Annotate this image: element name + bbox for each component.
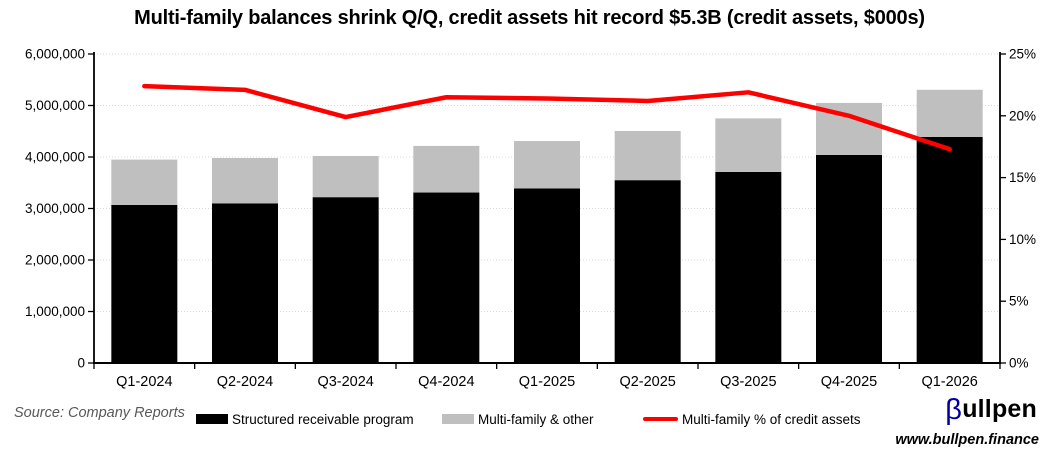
brand-name-rest: ullpen — [962, 395, 1037, 423]
bar-multifamily-Q3-2025 — [715, 118, 782, 172]
bar-multifamily-Q1-2025 — [514, 141, 580, 189]
legend-swatch-black-icon — [196, 414, 228, 424]
bar-structured-Q3-2025 — [715, 171, 782, 363]
left-axis-label: 4,000,000 — [25, 150, 85, 165]
left-axis-label: 0 — [77, 356, 85, 371]
bar-structured-Q2-2024 — [212, 203, 278, 363]
brand-logo: βullpen — [945, 394, 1037, 427]
legend-item-pct-line: Multi-family % of credit assets — [643, 410, 861, 428]
x-axis-label: Q3-2025 — [720, 374, 776, 390]
x-axis-label: Q1-2025 — [519, 374, 575, 390]
bar-structured-Q2-2025 — [614, 180, 681, 363]
source-note: Source: Company Reports — [14, 405, 185, 421]
left-axis-label: 1,000,000 — [25, 304, 85, 319]
bar-structured-Q1-2025 — [514, 188, 580, 363]
bar-structured-Q1-2026 — [916, 136, 983, 363]
legend-swatch-redline-icon — [643, 416, 678, 422]
right-axis-label: 5% — [1009, 294, 1029, 309]
x-axis-label: Q1-2024 — [116, 374, 172, 390]
bar-multifamily-Q1-2024 — [111, 159, 178, 205]
bar-structured-Q4-2025 — [816, 154, 882, 363]
legend-item-structured: Structured receivable program — [196, 410, 414, 428]
brand-url: www.bullpen.finance — [895, 432, 1039, 448]
bar-multifamily-Q2-2025 — [614, 130, 681, 181]
x-axis-label: Q2-2024 — [217, 374, 273, 390]
bar-multifamily-Q2-2024 — [212, 158, 278, 204]
multifamily-pct-line — [142, 83, 952, 152]
right-axis-label: 0% — [1009, 356, 1029, 371]
right-axis-label: 10% — [1009, 232, 1036, 247]
bar-multifamily-Q1-2026 — [916, 89, 983, 137]
right-axis-label: 25% — [1009, 47, 1036, 62]
bar-multifamily-Q4-2024 — [413, 145, 480, 193]
bar-structured-Q3-2024 — [312, 197, 379, 363]
left-axis-label: 6,000,000 — [25, 47, 85, 62]
right-axis-label: 15% — [1009, 170, 1036, 185]
x-axis-label: Q4-2025 — [821, 374, 877, 390]
left-axis-label: 3,000,000 — [25, 201, 85, 216]
legend-label-pct: Multi-family % of credit assets — [682, 411, 861, 427]
legend-swatch-gray-icon — [442, 414, 474, 424]
legend-item-multifamily: Multi-family & other — [442, 410, 594, 428]
chart-plot: 0 1,000,000 2,000,000 3,000,000 4,000,000 5,0… — [25, 47, 1036, 391]
bar-structured-Q1-2024 — [111, 204, 178, 363]
x-axis-label: Q4-2024 — [418, 374, 474, 390]
brand-beta-glyph: β — [945, 394, 963, 426]
bar-structured-Q4-2024 — [413, 192, 480, 363]
right-axis-label: 20% — [1009, 108, 1036, 123]
bar-multifamily-Q3-2024 — [312, 155, 379, 198]
chart-title: Multi-family balances shrink Q/Q, credit… — [134, 7, 925, 29]
x-axis-label: Q1-2026 — [921, 374, 977, 390]
left-axis-label: 5,000,000 — [25, 98, 85, 113]
legend-label-structured: Structured receivable program — [232, 411, 414, 427]
legend-label-multifamily: Multi-family & other — [478, 411, 594, 427]
left-axis-label: 2,000,000 — [25, 253, 85, 268]
x-axis-label: Q2-2025 — [619, 374, 675, 390]
x-axis-label: Q3-2024 — [317, 374, 373, 390]
